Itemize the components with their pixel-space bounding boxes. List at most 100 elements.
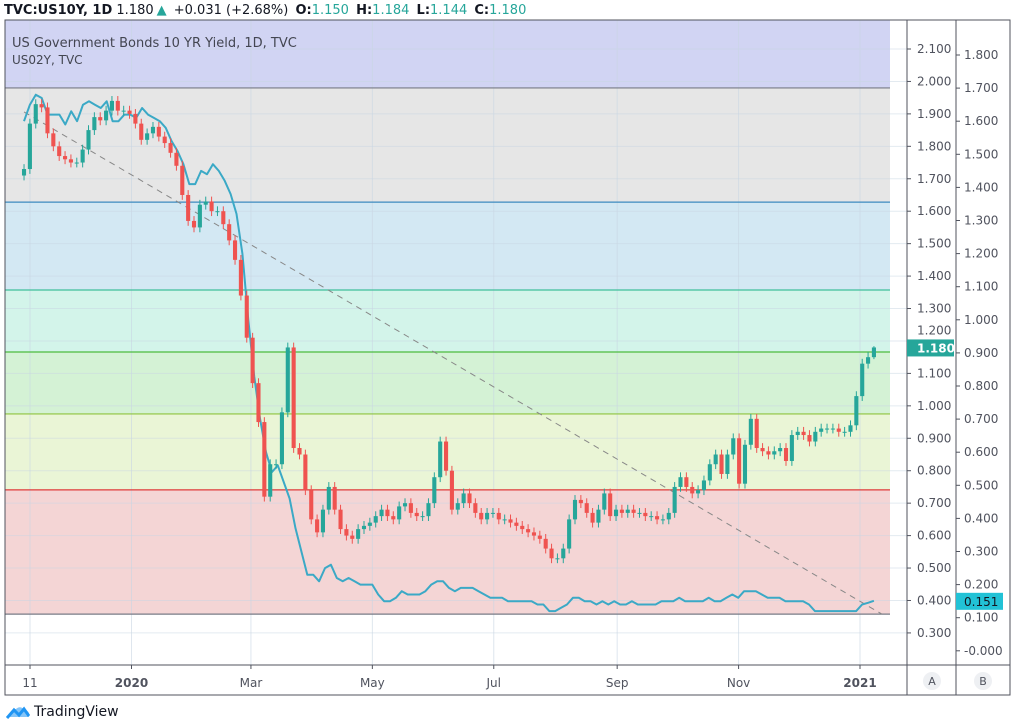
candle-body (320, 509, 326, 533)
candle-body (408, 503, 413, 513)
candle-body (719, 454, 724, 474)
time-tick-label: Jul (486, 676, 501, 690)
candle-body (502, 519, 507, 521)
candle-body (807, 435, 812, 442)
candle-body (402, 503, 408, 507)
candle-body (479, 512, 484, 520)
candle-body (268, 464, 273, 497)
time-tick-label: May (360, 676, 385, 690)
candle-body (315, 519, 320, 533)
candle-body (824, 428, 830, 430)
axis-a-tick-label: 0.500 (917, 561, 951, 575)
candle-body (63, 156, 68, 160)
candle-body (356, 529, 361, 539)
candle-body (162, 136, 167, 144)
low-label: L: (416, 3, 431, 18)
axis-a-tick-label: 1.200 (917, 323, 951, 337)
legend-compare[interactable]: US02Y, TVC (12, 53, 83, 67)
candle-body (860, 363, 865, 397)
candle-body (373, 516, 378, 523)
axis-a-tick-label: 2.100 (917, 42, 951, 56)
candle-body (326, 486, 331, 510)
candle-body (496, 512, 501, 520)
candle-body (350, 535, 355, 539)
candle-body (490, 512, 495, 514)
time-axis: 11 2020 Mar May Jul Sep Nov 2021 (22, 665, 877, 690)
candle-body (109, 100, 115, 111)
fib-zones (5, 20, 890, 615)
candle-body (555, 558, 560, 560)
candle-body (866, 357, 871, 364)
axis-b-tick-label: 0.800 (964, 379, 998, 393)
axis-a-tick-label: 1.000 (917, 399, 951, 413)
axis-b-tick-label: 1.700 (964, 81, 998, 95)
axis-b-tick-label: 0.700 (964, 412, 998, 426)
candle-body (760, 448, 765, 452)
fib-zone (5, 20, 890, 88)
candle-body (655, 516, 660, 520)
fib-zone (5, 290, 890, 352)
candle-body (596, 509, 601, 523)
candle-body (361, 525, 367, 530)
candle-body (215, 211, 220, 213)
candle-body (467, 493, 472, 504)
time-tick-label: 11 (22, 676, 37, 690)
candle-body (690, 486, 695, 494)
legend-main[interactable]: US Government Bonds 10 YR Yield, 1D, TVC (12, 36, 297, 51)
candle-body (701, 480, 707, 491)
candle-body (543, 538, 548, 549)
candle-body (186, 194, 191, 221)
candle-body (731, 438, 736, 455)
candle-body (68, 159, 73, 163)
candle-body (80, 149, 85, 163)
candle-body (338, 509, 343, 530)
candle-body (379, 509, 384, 517)
axis-b-tick-label: 1.600 (964, 114, 998, 128)
axis-b-tick-label: 1.200 (964, 247, 998, 261)
open-label: O: (295, 3, 312, 18)
candle-body (438, 441, 443, 478)
candle-body (613, 509, 619, 517)
us02y-series-line (23, 93, 875, 613)
candle-body (819, 428, 824, 432)
candle-body (684, 477, 689, 487)
chart-border (4, 19, 1011, 696)
candle-body (156, 126, 161, 137)
axis-b-tick-label: -0.000 (964, 644, 1003, 658)
candle-body (57, 146, 62, 157)
tradingview-logo[interactable]: TradingView (6, 704, 119, 720)
candle-body (51, 133, 56, 147)
candle-body (778, 448, 783, 452)
axis-a-tick-label: 0.700 (917, 496, 951, 510)
candle-body (39, 104, 44, 108)
candle-body (174, 152, 179, 166)
candle-body (274, 464, 279, 466)
axis-b-tick-label: 0.200 (964, 578, 998, 592)
candle-body (795, 431, 800, 436)
candle-body (133, 113, 138, 124)
candle-body (531, 532, 537, 536)
axis-b-tick-label: 1.100 (964, 280, 998, 294)
candle-body (92, 117, 97, 131)
axis-a-tick-label: 1.100 (917, 366, 951, 380)
fib-zone (5, 87, 890, 203)
close-value: 1.180 (489, 3, 527, 18)
axis-mode-button (974, 672, 992, 690)
candle-body (696, 490, 701, 494)
fib-zone (5, 351, 890, 414)
candle-body (625, 509, 630, 513)
candle-body (297, 448, 302, 455)
candle-body (432, 477, 437, 504)
candle-body (549, 548, 554, 559)
candle-body (262, 422, 267, 497)
symbol-name[interactable]: TVC:US10Y, 1D (4, 3, 113, 18)
time-tick-label: 2020 (115, 676, 148, 690)
candle-body (150, 126, 156, 134)
candle-body (871, 347, 876, 358)
candle-body (713, 454, 718, 465)
axis-a-tick-label: 1.800 (917, 139, 951, 153)
fib-zone (5, 489, 890, 615)
candle-body (567, 519, 572, 549)
axis-mode-label: B (979, 675, 987, 688)
